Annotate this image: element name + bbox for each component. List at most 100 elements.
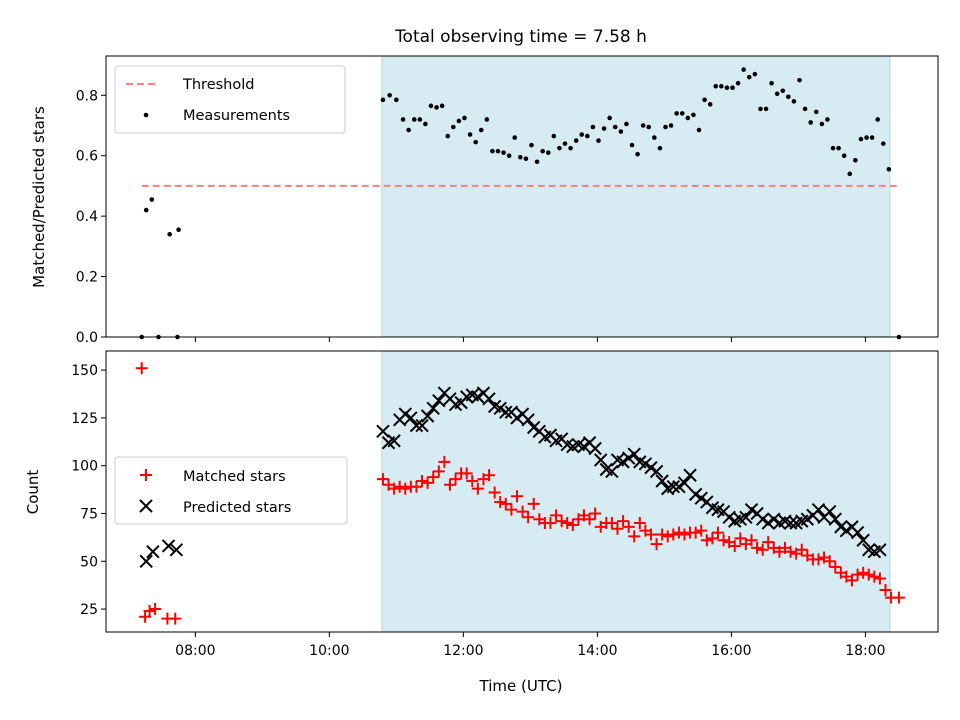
measurement-point [456, 118, 462, 124]
predicted-stars-point [409, 418, 424, 433]
matched-stars-point [135, 362, 148, 375]
predicted-stars-point [856, 533, 870, 547]
predicted-stars-point [677, 476, 692, 490]
predicted-stars-point [521, 413, 535, 427]
measurements-legend-label: Measurements [183, 108, 290, 124]
measurement-point [813, 109, 819, 115]
matched-stars-point [711, 526, 724, 539]
matched-stars-point [583, 513, 596, 526]
measurement-point [646, 124, 652, 130]
predicted-stars-point [649, 464, 664, 479]
measurement-point [825, 117, 830, 122]
measurement-point [596, 138, 601, 143]
matched-stars-point [672, 526, 685, 539]
measurement-point [707, 102, 713, 107]
matched-stars-point [427, 471, 440, 484]
measurement-point [847, 171, 853, 177]
measurement-point [484, 117, 490, 122]
matched-stars-point [499, 497, 512, 510]
matched-stars-point [700, 534, 713, 547]
measurement-point [573, 138, 579, 143]
measurement-point [400, 117, 406, 122]
x-tick-label: 18:00 [845, 643, 885, 659]
measurement-point [808, 120, 813, 125]
measurement-point [545, 150, 551, 155]
measurement-point [607, 115, 612, 121]
measurement-point [663, 124, 668, 130]
matched-stars-point [421, 476, 434, 489]
matched-stars-point [589, 507, 602, 520]
matched-stars-point [762, 536, 775, 549]
predicted-stars-point [139, 554, 153, 568]
matched-stars-point [745, 534, 758, 547]
measurement-point [445, 133, 451, 139]
matched-stars-point [851, 568, 864, 581]
matched-stars-point [728, 539, 741, 552]
matched-stars-point [438, 455, 451, 468]
matched-stars-point [644, 528, 657, 541]
measurement-point [512, 135, 518, 140]
measurement-point [501, 150, 506, 155]
bottom-legend-box [114, 456, 348, 525]
predicted-stars-point [594, 453, 608, 467]
measurement-point [428, 103, 434, 109]
predicted-stars-point [415, 418, 429, 433]
matched-stars-point [689, 526, 702, 539]
matched-stars-point [393, 480, 406, 493]
measurement-point [540, 148, 545, 154]
matched-stars-legend-swatch [140, 469, 152, 481]
top-y-axis-label: Matched/Predicted stars [30, 106, 48, 288]
top-legend-box [114, 65, 346, 134]
matched-stars-point [149, 603, 162, 616]
matched-stars-point [510, 490, 523, 503]
predicted-stars-point [376, 424, 390, 438]
matched-stars-point [862, 568, 875, 581]
x-axis-label: Time (UTC) [479, 677, 563, 695]
measurement-point [143, 207, 149, 213]
predicted-stars-point [850, 525, 865, 540]
measurement-point [780, 88, 786, 94]
measurement-point [735, 80, 741, 86]
bottom-y-tick-label: 100 [71, 459, 98, 475]
measurement-point [719, 83, 724, 89]
measurement-point [640, 123, 646, 128]
bottom-series-predicted-stars [139, 386, 887, 568]
predicted-stars-point [605, 464, 619, 479]
predicted-stars-point [828, 512, 842, 526]
predicted-stars-point [432, 393, 446, 408]
matched-stars-point [483, 469, 496, 482]
x-tick-label: 08:00 [175, 643, 215, 659]
matched-stars-point [522, 511, 535, 524]
matched-stars-point [488, 486, 501, 499]
measurement-point [579, 132, 585, 137]
measurement-point [601, 126, 607, 131]
top-series-measurements [139, 67, 902, 340]
predicted-stars-point [499, 405, 513, 419]
bottom-y-axis-label: Count [24, 470, 42, 515]
measurement-point [523, 156, 529, 162]
matched-stars-point [449, 473, 462, 486]
measurement-point [478, 127, 484, 133]
matched-stars-point [622, 520, 635, 533]
measurement-point [724, 85, 730, 91]
measurement-point [691, 112, 696, 118]
measurement-point [629, 142, 635, 148]
matched-stars-point [892, 591, 905, 604]
predicted-stars-legend-label: Predicted stars [183, 500, 291, 516]
matched-stars-point [756, 543, 769, 556]
top-plot-frame [105, 55, 939, 338]
measurement-point [864, 135, 869, 140]
bottom-series-matched-stars [135, 362, 905, 625]
matched-stars-point [717, 534, 730, 547]
matched-stars-point [650, 538, 663, 551]
matched-stars-point [410, 480, 423, 493]
matched-stars-point [169, 612, 182, 625]
measurement-point [518, 154, 523, 160]
predicted-stars-legend-swatch [139, 499, 153, 513]
bottom-y-tick-label: 75 [80, 506, 98, 522]
matched-stars-point [527, 497, 540, 510]
measurement-point [635, 151, 640, 157]
predicted-stars-point [588, 441, 602, 456]
measurement-point [387, 92, 392, 98]
measurement-point [858, 136, 864, 142]
